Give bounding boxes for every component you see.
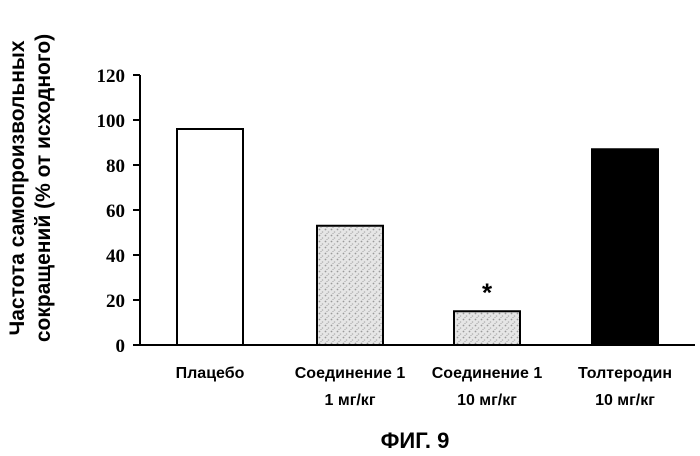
bar xyxy=(592,149,658,345)
x-category-label: Толтеродин xyxy=(578,365,672,382)
x-category-label: Соединение 1 xyxy=(295,365,406,382)
bar xyxy=(317,226,383,345)
annotations: * xyxy=(482,277,493,307)
x-category-label: 10 мг/кг xyxy=(595,392,655,409)
x-category-label: Соединение 1 xyxy=(432,365,543,382)
y-tick-label: 120 xyxy=(97,66,126,87)
y-tick-label: 60 xyxy=(106,201,125,222)
figure-caption: ФИГ. 9 xyxy=(381,428,450,453)
x-axis-labels: Плацебо Соединение 1 1 мг/кг Соединение 1 10… xyxy=(176,365,672,409)
y-axis-ticks: 0 20 40 60 80 100 120 xyxy=(97,66,141,357)
y-tick-label: 80 xyxy=(106,156,125,177)
y-tick-label: 40 xyxy=(106,246,125,267)
bars xyxy=(177,129,658,345)
bar xyxy=(177,129,243,345)
y-tick-label: 100 xyxy=(97,111,126,132)
y-tick-label: 20 xyxy=(106,291,125,312)
y-axis-title-line-2: сокращений (% от исходного) xyxy=(32,34,55,342)
y-tick-label: 0 xyxy=(116,336,126,357)
y-axis-title-line-1: Частота самопроизвольных xyxy=(6,40,29,335)
x-category-label: 10 мг/кг xyxy=(457,392,517,409)
x-category-label: 1 мг/кг xyxy=(325,392,376,409)
x-category-label: Плацебо xyxy=(176,365,245,382)
bar xyxy=(454,311,520,345)
y-axis-title: Частота самопроизвольных сокращений (% о… xyxy=(6,34,55,342)
significance-marker: * xyxy=(482,277,493,307)
